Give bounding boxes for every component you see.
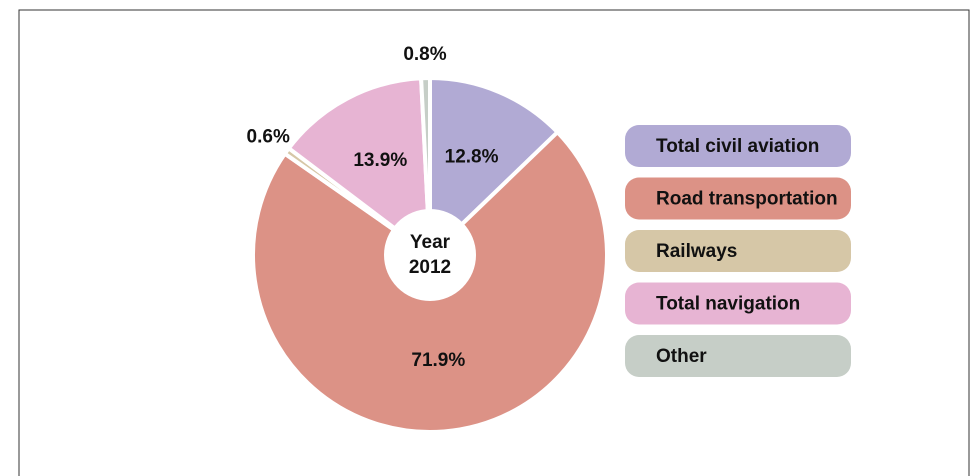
legend-swatch: [625, 177, 851, 220]
slice-label: 12.8%: [445, 146, 499, 167]
slice-label: 13.9%: [353, 150, 407, 171]
center-label: 2012: [409, 257, 451, 278]
legend-swatch: [625, 230, 851, 272]
slice-label: 0.8%: [403, 44, 446, 65]
legend-label: Total navigation: [656, 294, 800, 315]
pie-slice: [428, 76, 560, 257]
center-label: Year: [410, 232, 451, 253]
center-hole: [384, 209, 476, 301]
legend-swatch: [625, 125, 851, 167]
legend-label: Road transportation: [656, 189, 838, 210]
legend-label: Other: [656, 346, 707, 367]
legend-label: Railways: [656, 241, 737, 262]
legend-swatch: [625, 282, 851, 325]
slice-label: 0.6%: [247, 126, 290, 147]
legend-swatch: [625, 335, 851, 377]
legend-label: Total civil aviation: [656, 136, 819, 157]
pie-slice: [286, 76, 432, 257]
slice-label: 71.9%: [411, 350, 465, 371]
